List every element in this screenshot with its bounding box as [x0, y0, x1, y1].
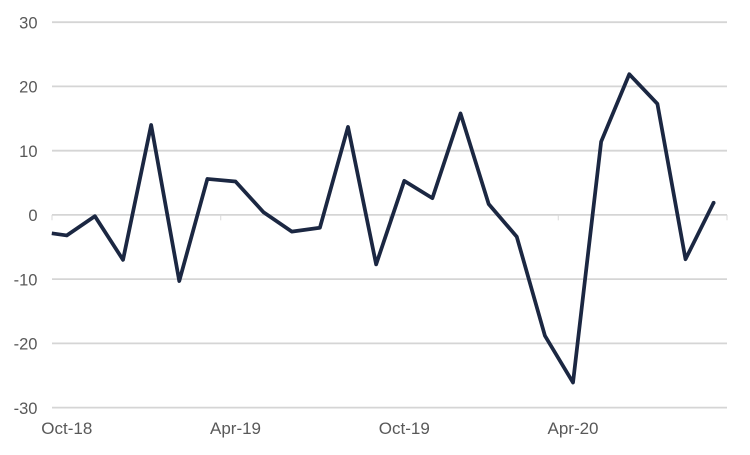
svg-text:10: 10: [19, 143, 37, 161]
svg-text:0: 0: [28, 207, 37, 225]
svg-text:-20: -20: [14, 336, 38, 354]
svg-text:Apr-19: Apr-19: [210, 419, 261, 438]
svg-text:30: 30: [19, 15, 37, 33]
svg-text:20: 20: [19, 79, 37, 97]
svg-text:-30: -30: [14, 400, 38, 418]
svg-text:Oct-19: Oct-19: [379, 419, 430, 438]
svg-text:-10: -10: [14, 271, 38, 289]
svg-text:Apr-20: Apr-20: [547, 419, 598, 438]
svg-text:Oct-18: Oct-18: [41, 419, 92, 438]
